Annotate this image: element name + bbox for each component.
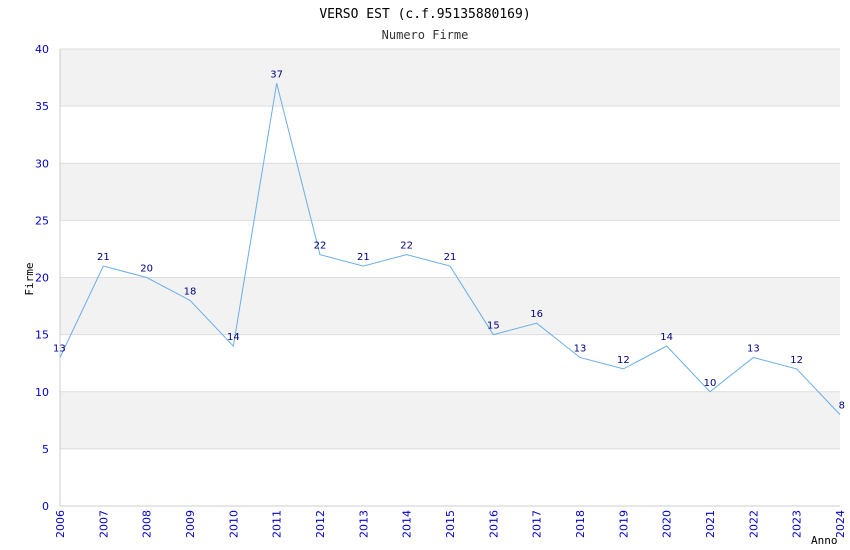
plot-band [60, 448, 840, 506]
y-axis-title: Firme [23, 262, 36, 295]
y-tick-label: 40 [35, 43, 49, 56]
plot-band [60, 220, 840, 278]
x-tick-label: 2024 [834, 510, 847, 538]
x-tick-label: 2011 [271, 510, 284, 538]
y-tick-label: 0 [42, 500, 49, 513]
x-tick-label: 2018 [574, 510, 587, 538]
plot-band [60, 391, 840, 449]
data-label: 21 [97, 252, 110, 263]
y-tick-label: 25 [35, 214, 49, 227]
x-axis-ticks: 2006 2007 2008 2009 2010 2011 2012 2013 2014 2015… [54, 510, 847, 538]
data-label: 37 [270, 69, 283, 80]
x-tick-label: 2006 [54, 510, 67, 538]
series-line [59, 83, 841, 415]
x-tick-label: 2010 [227, 510, 240, 538]
data-label: 14 [227, 332, 240, 343]
y-axis-ticks: 0 5 10 15 20 25 30 35 40 [35, 43, 49, 513]
x-axis-title: Anno [811, 534, 838, 547]
plot-band [60, 106, 840, 164]
x-tick-label: 2016 [487, 510, 500, 538]
plot-band [60, 163, 840, 221]
x-tick-label: 2009 [184, 510, 197, 538]
y-tick-label: 35 [35, 100, 49, 113]
data-label: 18 [184, 286, 197, 297]
y-tick-label: 15 [35, 329, 49, 342]
data-label: 8 [839, 401, 845, 412]
x-tick-label: 2019 [617, 510, 630, 538]
x-tick-label: 2017 [531, 510, 544, 538]
x-tick-label: 2008 [141, 510, 154, 538]
data-label: 14 [660, 332, 673, 343]
data-label: 21 [444, 252, 457, 263]
x-tick-label: 2007 [97, 510, 110, 538]
data-label: 12 [790, 355, 803, 366]
y-tick-label: 20 [35, 272, 49, 285]
x-tick-label: 2022 [747, 510, 760, 538]
x-tick-label: 2012 [314, 510, 327, 538]
data-label: 12 [617, 355, 630, 366]
x-tick-label: 2015 [444, 510, 457, 538]
chart-title: VERSO EST (c.f.95135880169) [319, 7, 530, 22]
x-tick-label: 2020 [661, 510, 674, 538]
x-tick-label: 2021 [704, 510, 717, 538]
data-label: 22 [400, 241, 413, 252]
plot-band [60, 49, 840, 107]
plot-background-bands [60, 49, 840, 506]
x-tick-label: 2013 [357, 510, 370, 538]
data-label: 20 [140, 264, 153, 275]
data-label: 15 [487, 321, 500, 332]
data-label: 13 [747, 343, 760, 354]
plot-band [60, 277, 840, 335]
plot-band [60, 334, 840, 392]
y-tick-label: 30 [35, 157, 49, 170]
data-label: 16 [530, 309, 543, 320]
y-tick-label: 5 [42, 443, 49, 456]
chart-subtitle: Numero Firme [382, 28, 469, 42]
data-label: 10 [704, 378, 717, 389]
y-tick-label: 10 [35, 386, 49, 399]
x-tick-label: 2014 [401, 510, 414, 538]
data-label: 21 [357, 252, 370, 263]
data-label: 13 [53, 343, 66, 354]
data-label: 13 [574, 343, 587, 354]
x-tick-label: 2023 [791, 510, 804, 538]
data-labels: 13 21 20 18 14 37 22 21 22 21 15 16 13 12 14 10 13 12 8 [53, 69, 845, 411]
data-label: 22 [314, 241, 327, 252]
